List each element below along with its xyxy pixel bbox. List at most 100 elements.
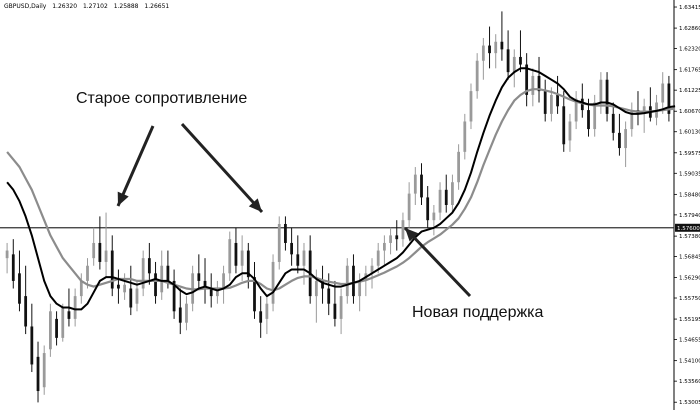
- candle-body-bear: [444, 189, 448, 205]
- candle-body-bear: [117, 284, 120, 289]
- price-tick-label: 1.57940: [679, 213, 700, 219]
- annotation-arrows: [116, 122, 472, 298]
- candle-body-bull: [48, 311, 52, 350]
- candle-body-bear: [209, 288, 213, 297]
- candle-body-bull: [457, 151, 461, 183]
- candle-body-bull: [222, 273, 225, 289]
- candle-body-bull: [568, 121, 572, 141]
- candle-body-bull: [463, 121, 467, 152]
- moving-averages: [6, 67, 676, 311]
- candle-body-bull: [339, 296, 343, 319]
- candle-body-bull: [512, 56, 516, 73]
- candle-body-bull: [432, 212, 436, 221]
- candle-body-bear: [253, 277, 256, 312]
- candle-body-bear: [506, 49, 510, 73]
- candle-body-bull: [481, 45, 485, 61]
- candle-body-bear: [618, 132, 621, 149]
- candle-body-bear: [562, 106, 566, 145]
- candle-body-bull: [277, 223, 281, 262]
- candle-body-bear: [525, 64, 529, 95]
- candle-body-bull: [86, 265, 89, 281]
- price-tick-label: 1.55750: [679, 296, 700, 302]
- candle-body-bear: [98, 242, 102, 262]
- candle-body-bear: [110, 250, 114, 289]
- candle-body-bear: [667, 83, 671, 114]
- candle-body-bear: [147, 258, 151, 274]
- candle-body-bull: [160, 265, 164, 293]
- price-tick-label: 1.61765: [679, 68, 700, 74]
- level-price-box: [675, 223, 700, 232]
- price-tick-label: 1.53005: [679, 400, 700, 406]
- candle-body-bull: [624, 129, 628, 149]
- price-tick-label: 1.60670: [679, 109, 700, 115]
- candle-body-bull: [630, 110, 634, 130]
- candles: [5, 11, 671, 403]
- candle-body-bull: [215, 288, 219, 297]
- candle-body-bull: [240, 250, 244, 266]
- candle-body-bear: [296, 254, 300, 266]
- price-axis: 1.63415 1.62860 1.62320 1.61765 1.61225 1.606…: [673, 0, 700, 410]
- candle-body-bear: [500, 41, 504, 50]
- candle-body-bull: [593, 102, 597, 130]
- arrow-new-support-shaft: [403, 226, 472, 298]
- arrow-old-resistance-2-head: [248, 198, 262, 212]
- candle-body-bull: [469, 91, 473, 122]
- candle-body-bull: [185, 303, 188, 323]
- candle-body-bull: [451, 182, 454, 205]
- candle-body-bear: [67, 311, 71, 319]
- price-tick-label: 1.57380: [679, 234, 700, 240]
- candle-body-bull: [5, 250, 9, 259]
- candle-body-bear: [30, 326, 34, 365]
- candle-body-bull: [382, 242, 386, 251]
- candle-body-bull: [302, 250, 306, 266]
- candle-body-bear: [178, 307, 182, 323]
- symbol-label: GBPUSD,Daily: [4, 3, 47, 10]
- chart-header: GBPUSD,Daily 1.26320 1.27102 1.25888 1.2…: [4, 3, 173, 10]
- candle-body-bull: [413, 174, 417, 194]
- candle-body-bear: [556, 94, 559, 107]
- arrow-old-resistance-2-shaft: [180, 122, 264, 214]
- candle-body-bear: [543, 91, 547, 114]
- price-tick-label: 1.62320: [679, 47, 700, 53]
- price-tick-label: 1.59575: [679, 151, 700, 157]
- arrow-old-resistance-1-shaft: [116, 125, 155, 207]
- ohlc-open: 1.26320: [52, 3, 78, 10]
- candle-body-bull: [228, 239, 232, 274]
- candle-body-bear: [587, 110, 590, 130]
- price-tick-label: 1.54100: [679, 359, 700, 365]
- price-tick-label: 1.54655: [679, 338, 700, 344]
- arrow-old-resistance-1-head: [117, 191, 129, 206]
- candle-body-bear: [284, 223, 287, 243]
- price-tick-label: 1.59035: [679, 171, 700, 177]
- candle-body-bull: [661, 83, 665, 103]
- annotation-new-support: Новая поддержка: [412, 304, 544, 321]
- price-tick-label: 1.63415: [679, 5, 700, 11]
- candle-body-bear: [18, 273, 21, 304]
- price-tick-label: 1.60130: [679, 130, 700, 136]
- candle-body-bear: [605, 79, 609, 114]
- candle-body-bear: [537, 75, 541, 92]
- candle-body-bull: [407, 193, 411, 221]
- candle-body-bull: [104, 250, 108, 262]
- candle-body-bull: [42, 353, 46, 388]
- arrow-new-support-head: [405, 228, 419, 242]
- candle-body-bear: [395, 235, 399, 240]
- price-tick-label: 1.58480: [679, 192, 700, 198]
- level-price-label: 1.57600: [677, 226, 700, 232]
- candle-body-bull: [271, 261, 275, 304]
- candle-body-bear: [197, 273, 201, 281]
- candle-body-bear: [166, 265, 170, 281]
- candle-body-bull: [574, 98, 578, 122]
- candle-body-bear: [55, 318, 58, 338]
- annotation-old-resistance: Старое сопротивление: [76, 90, 248, 107]
- candle-body-bear: [259, 311, 263, 323]
- candle-body-bear: [154, 273, 157, 297]
- ohlc-high: 1.27102: [82, 3, 108, 10]
- candle-body-bull: [401, 220, 405, 240]
- candle-body-bear: [488, 45, 491, 54]
- ohlc-low: 1.25888: [113, 3, 139, 10]
- level-layer: 1.57600: [0, 223, 700, 232]
- candle-body-bull: [79, 280, 83, 297]
- candle-body-bear: [129, 288, 133, 308]
